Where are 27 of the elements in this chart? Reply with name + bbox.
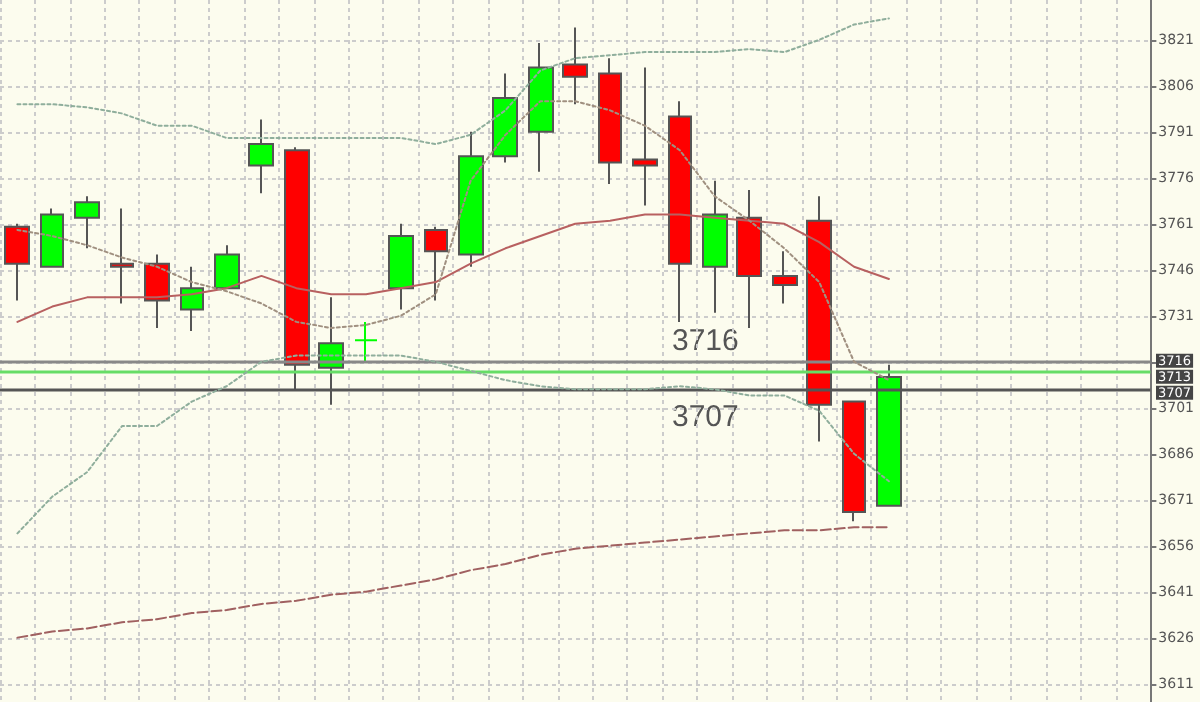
line-series bbox=[16, 526, 890, 639]
candlestick bbox=[842, 400, 866, 523]
candlestick bbox=[110, 207, 134, 305]
candlestick bbox=[702, 179, 728, 314]
candlestick bbox=[668, 100, 692, 323]
candlestick bbox=[248, 118, 274, 195]
candlestick bbox=[562, 26, 588, 106]
candlestick bbox=[388, 222, 414, 311]
candlestick bbox=[214, 244, 240, 290]
candlestick bbox=[736, 189, 762, 330]
candlestick bbox=[74, 195, 100, 250]
candlestick bbox=[528, 41, 554, 173]
candlestick bbox=[354, 320, 378, 363]
line-series bbox=[16, 213, 890, 323]
candlestick bbox=[40, 207, 64, 268]
candlestick bbox=[180, 265, 204, 333]
line-series bbox=[16, 17, 890, 146]
candlestick bbox=[4, 222, 30, 302]
candlestick bbox=[632, 66, 658, 207]
line-series bbox=[16, 354, 890, 535]
candlestick bbox=[424, 225, 448, 302]
line-series bbox=[16, 100, 890, 382]
candlestick bbox=[598, 57, 622, 185]
candlestick bbox=[492, 72, 518, 164]
candlestick bbox=[772, 250, 798, 305]
candlestick bbox=[144, 253, 170, 330]
candlestick bbox=[458, 130, 484, 268]
